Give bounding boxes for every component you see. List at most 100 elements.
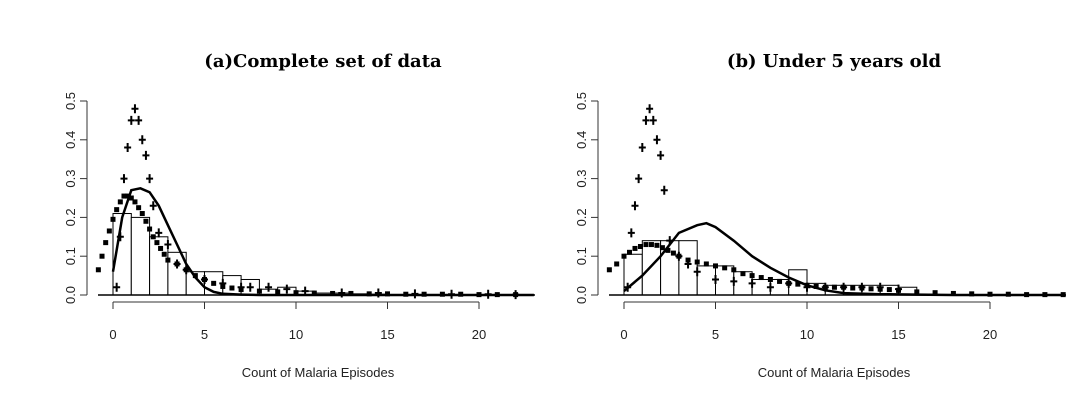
- data-point-square: [914, 289, 920, 295]
- y-tick-label: 0.2: [63, 208, 78, 226]
- data-point-square: [114, 207, 120, 213]
- data-point-square: [458, 291, 464, 297]
- chart-title: (a)Complete set of data: [204, 51, 442, 72]
- data-point-square: [128, 195, 134, 201]
- data-point-plus: [149, 201, 157, 211]
- data-point-square: [110, 216, 116, 222]
- data-point-plus: [116, 232, 124, 242]
- data-point-plus: [512, 290, 520, 300]
- y-tick-label: 0.5: [63, 92, 78, 110]
- fitted-curve: [111, 186, 534, 297]
- y-tick-label: 0.1: [63, 247, 78, 265]
- data-point-plus: [730, 276, 738, 286]
- chart-panel-b: (b) Under 5 years old Count of Malaria E…: [574, 51, 1066, 380]
- data-point-square: [229, 285, 235, 291]
- data-point-plus: [657, 150, 665, 160]
- data-point-square: [932, 290, 938, 296]
- x-tick-label: 20: [983, 327, 997, 342]
- y-tick-label: 0.3: [574, 170, 589, 188]
- data-point-square: [694, 259, 700, 265]
- data-point-plus: [201, 274, 208, 284]
- data-point-square: [777, 278, 783, 284]
- data-point-square: [147, 226, 153, 232]
- x-axis-label: Count of Malaria Episodes: [242, 365, 395, 380]
- data-point-square: [767, 276, 773, 282]
- data-point-plus: [448, 289, 456, 299]
- data-point-square: [648, 242, 654, 248]
- data-point-square: [143, 218, 149, 224]
- data-point-plus: [649, 115, 657, 125]
- y-tick-label: 0.4: [574, 131, 589, 149]
- y-tick-label: 0.2: [574, 208, 589, 226]
- x-tick-label: 15: [891, 327, 905, 342]
- data-point-square: [106, 228, 112, 234]
- y-tick-label: 0.0: [574, 286, 589, 304]
- fitted-curve: [623, 221, 1064, 297]
- data-point-square: [987, 291, 993, 297]
- x-tick-label: 10: [800, 327, 814, 342]
- data-point-square: [740, 271, 746, 277]
- data-point-plus: [821, 282, 829, 292]
- data-point-plus: [766, 282, 774, 292]
- data-point-square: [421, 291, 427, 297]
- chart-title: (b) Under 5 years old: [727, 51, 942, 72]
- data-point-plus: [120, 174, 128, 184]
- data-point-square: [330, 290, 336, 296]
- data-point-square: [621, 253, 627, 259]
- data-point-square: [476, 292, 482, 298]
- data-point-plus: [138, 135, 146, 145]
- data-point-plus: [660, 185, 668, 195]
- data-point-square: [643, 242, 649, 248]
- data-point-square: [366, 291, 372, 297]
- data-point-plus: [712, 274, 719, 284]
- x-tick-label: 10: [289, 327, 303, 342]
- data-point-square: [614, 261, 620, 267]
- data-point-plus: [135, 115, 143, 125]
- x-tick-label: 5: [201, 327, 208, 342]
- data-point-square: [722, 265, 728, 271]
- data-point-square: [154, 240, 160, 246]
- data-point-square: [103, 240, 109, 246]
- data-point-plus: [182, 265, 190, 275]
- data-point-plus: [624, 282, 632, 292]
- data-point-square: [494, 292, 500, 298]
- histogram-bar: [130, 216, 151, 296]
- data-point-square: [192, 273, 198, 279]
- data-point-square: [731, 267, 737, 273]
- data-point-plus: [876, 282, 884, 292]
- data-point-square: [158, 245, 164, 251]
- data-point-plus: [237, 282, 245, 292]
- data-point-plus: [484, 289, 492, 299]
- data-point-square: [813, 283, 819, 289]
- data-point-plus: [803, 282, 811, 292]
- data-point-square: [654, 242, 660, 248]
- data-point-square: [165, 257, 171, 263]
- data-point-square: [950, 290, 956, 296]
- data-point-plus: [748, 278, 756, 288]
- x-axis-label: Count of Malaria Episodes: [758, 365, 911, 380]
- data-point-plus: [684, 259, 692, 269]
- histogram-bar: [641, 240, 662, 296]
- data-point-plus: [666, 236, 674, 246]
- data-point-plus: [338, 288, 346, 298]
- x-tick-label: 0: [109, 327, 116, 342]
- data-point-plus: [635, 174, 643, 184]
- data-point-square: [161, 251, 167, 257]
- data-point-plus: [113, 282, 121, 292]
- histogram-bar: [222, 275, 242, 296]
- y-tick-label: 0.4: [63, 131, 78, 149]
- data-point-square: [703, 261, 709, 267]
- data-point-square: [795, 281, 801, 287]
- data-point-square: [311, 290, 317, 296]
- data-point-square: [831, 284, 837, 290]
- data-point-square: [293, 290, 299, 296]
- data-point-plus: [411, 289, 419, 299]
- data-point-square: [886, 287, 892, 293]
- y-tick-label: 0.5: [574, 92, 589, 110]
- data-point-square: [868, 286, 874, 292]
- data-point-square: [125, 193, 131, 199]
- data-point-square: [1005, 291, 1011, 297]
- x-tick-label: 5: [712, 327, 719, 342]
- data-point-plus: [173, 259, 181, 269]
